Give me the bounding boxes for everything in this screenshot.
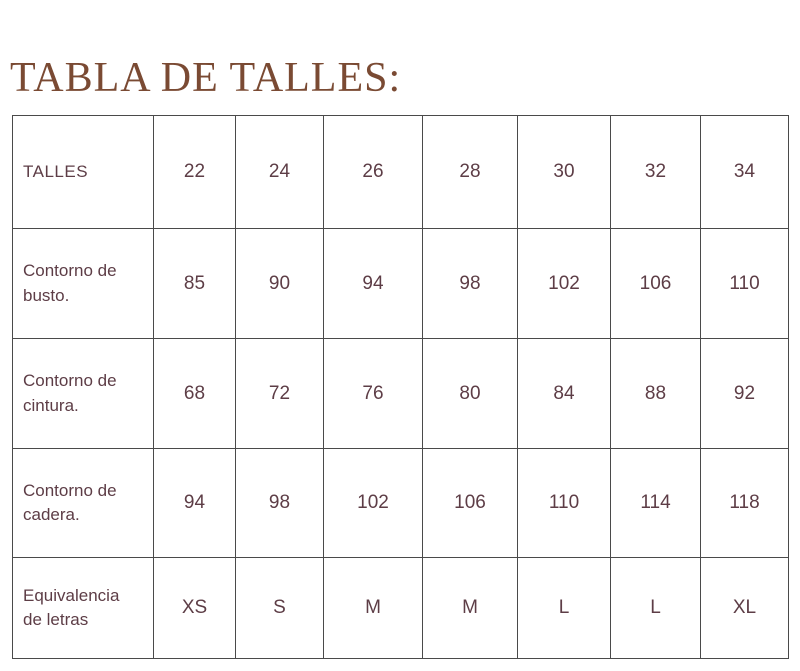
measure-cell: 94 bbox=[153, 448, 236, 559]
page-title: TABLA DE TALLES: bbox=[10, 55, 402, 101]
measure-cell: 110 bbox=[700, 228, 789, 340]
size-header-cell: 34 bbox=[700, 115, 789, 230]
size-header-cell: 24 bbox=[235, 115, 324, 230]
measure-cell: 76 bbox=[323, 338, 423, 450]
row-label-busto: Contorno de busto. bbox=[12, 228, 154, 340]
measure-cell: 88 bbox=[610, 338, 701, 450]
letter-size-cell: XS bbox=[153, 557, 236, 660]
row-label-cadera: Contorno de cadera. bbox=[12, 448, 154, 559]
measure-cell: 98 bbox=[235, 448, 324, 559]
measure-cell: 98 bbox=[422, 228, 518, 340]
measure-cell: 80 bbox=[422, 338, 518, 450]
measure-cell: 84 bbox=[517, 338, 611, 450]
measure-cell: 68 bbox=[153, 338, 236, 450]
row-label-equivalencia: Equivalencia de letras bbox=[12, 557, 154, 660]
size-header-cell: 26 bbox=[323, 115, 423, 230]
size-header-cell: 30 bbox=[517, 115, 611, 230]
table-row-equivalencia: Equivalencia de letras XS S M M L L XL bbox=[12, 557, 789, 660]
measure-cell: 90 bbox=[235, 228, 324, 340]
letter-size-cell: S bbox=[235, 557, 324, 660]
letter-size-cell: L bbox=[517, 557, 611, 660]
size-header-cell: 22 bbox=[153, 115, 236, 230]
measure-cell: 114 bbox=[610, 448, 701, 559]
row-label-talles: TALLES bbox=[12, 115, 154, 230]
table-row-talles: TALLES 22 24 26 28 30 32 34 bbox=[12, 115, 789, 230]
measure-cell: 102 bbox=[517, 228, 611, 340]
measure-cell: 110 bbox=[517, 448, 611, 559]
measure-cell: 85 bbox=[153, 228, 236, 340]
letter-size-cell: M bbox=[323, 557, 423, 660]
measure-cell: 72 bbox=[235, 338, 324, 450]
letter-size-cell: XL bbox=[700, 557, 789, 660]
table-row-cadera: Contorno de cadera. 94 98 102 106 110 11… bbox=[12, 448, 789, 559]
size-header-cell: 28 bbox=[422, 115, 518, 230]
measure-cell: 94 bbox=[323, 228, 423, 340]
row-label-cintura: Contorno de cintura. bbox=[12, 338, 154, 450]
letter-size-cell: L bbox=[610, 557, 701, 660]
letter-size-cell: M bbox=[422, 557, 518, 660]
size-table: TALLES 22 24 26 28 30 32 34 Contorno de … bbox=[12, 115, 789, 660]
measure-cell: 92 bbox=[700, 338, 789, 450]
measure-cell: 106 bbox=[422, 448, 518, 559]
size-header-cell: 32 bbox=[610, 115, 701, 230]
measure-cell: 118 bbox=[700, 448, 789, 559]
table-row-cintura: Contorno de cintura. 68 72 76 80 84 88 9… bbox=[12, 338, 789, 450]
table-row-busto: Contorno de busto. 85 90 94 98 102 106 1… bbox=[12, 228, 789, 340]
measure-cell: 102 bbox=[323, 448, 423, 559]
measure-cell: 106 bbox=[610, 228, 701, 340]
